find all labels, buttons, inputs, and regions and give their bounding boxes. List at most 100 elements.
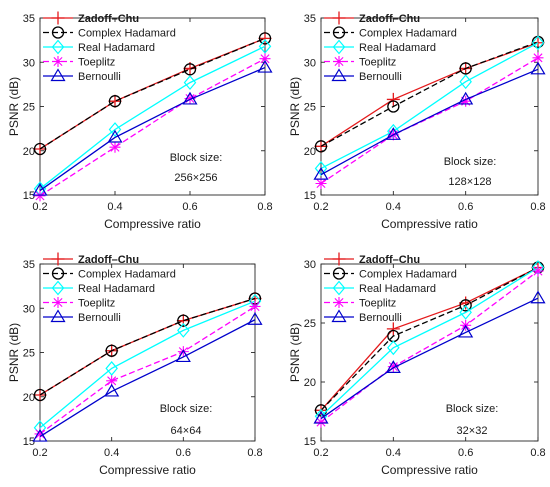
data-point-marker — [177, 346, 189, 358]
legend-marker — [51, 280, 65, 296]
data-point-marker — [105, 344, 118, 357]
data-point-marker — [33, 388, 47, 402]
legend-marker — [332, 26, 346, 39]
x-tick-label: 0.2 — [32, 447, 47, 459]
data-point-marker — [314, 161, 328, 176]
series-line — [320, 68, 539, 176]
series-line — [39, 37, 266, 150]
y-tick-label: 20 — [304, 377, 316, 389]
data-point-marker — [459, 299, 472, 312]
block-size-value: 128×128 — [448, 176, 491, 188]
series-line — [320, 266, 539, 417]
series-5 — [32, 59, 273, 196]
legend-label: Bernoulli — [78, 71, 121, 83]
x-tick-label: 0.6 — [458, 447, 473, 459]
block-size-label: Block size: — [444, 156, 497, 168]
data-point-marker — [386, 92, 400, 106]
legend-marker — [51, 11, 65, 25]
series-line — [320, 297, 539, 420]
series-5 — [313, 290, 546, 424]
legend-label: Toeplitz — [78, 298, 115, 310]
x-axis-title: Compressive ratio — [381, 217, 478, 231]
legend-marker — [51, 252, 65, 266]
y-tick-label: 25 — [304, 318, 316, 330]
legend: Zadoff–Chu Complex Hadamard Real Hadamard T… — [43, 252, 176, 324]
data-point-marker — [315, 177, 327, 189]
x-tick-label: 0.2 — [313, 201, 328, 213]
data-point-marker — [109, 141, 121, 153]
x-tick-label: 0.6 — [182, 201, 197, 213]
data-point-marker — [313, 166, 329, 180]
data-point-marker — [34, 190, 46, 202]
x-tick-label: 0.8 — [247, 447, 262, 459]
y-axis-title: PSNR (dB) — [288, 323, 302, 382]
legend-marker — [52, 56, 64, 67]
data-point-marker — [108, 95, 122, 108]
x-axis-title: Compressive ratio — [99, 463, 196, 477]
y-axis-title: PSNR (dB) — [7, 77, 21, 136]
data-point-marker — [258, 31, 272, 45]
y-tick-label: 30 — [304, 259, 316, 271]
data-point-marker — [459, 74, 472, 90]
legend-marker — [333, 297, 345, 308]
plot-area-frame — [320, 263, 539, 442]
data-point-marker — [459, 304, 472, 320]
data-point-marker — [177, 322, 190, 338]
x-tick-label: 0.4 — [386, 201, 401, 213]
data-point-marker — [105, 361, 118, 376]
legend-label: Bernoulli — [359, 71, 402, 83]
y-axis-title: PSNR (dB) — [288, 77, 302, 136]
data-point-marker — [184, 93, 196, 105]
legend: Zadoff–Chu Complex Hadamard Real Hadamard T… — [324, 252, 457, 324]
legend-marker — [331, 309, 347, 323]
data-point-marker — [182, 91, 198, 105]
series-4 — [34, 53, 271, 202]
data-point-marker — [458, 91, 474, 105]
x-tick-label: 0.8 — [530, 201, 545, 213]
series-line — [320, 42, 539, 170]
legend-marker — [52, 297, 64, 308]
series-line — [39, 319, 256, 438]
y-tick-label: 30 — [23, 57, 35, 69]
series-4 — [34, 300, 261, 440]
block-size-label: Block size: — [170, 152, 223, 164]
block-size-label: Block size: — [160, 403, 213, 415]
x-tick-label: 0.8 — [257, 201, 272, 213]
legend-marker — [333, 56, 345, 67]
chart-panel-1: 0.2 0.4 0.6 0.8 15 20 25 30 35 Compressive ratio P… — [7, 11, 273, 231]
x-tick-label: 0.2 — [313, 447, 328, 459]
legend-marker — [51, 26, 65, 39]
y-tick-label: 35 — [23, 13, 35, 25]
legend-label: Bernoulli — [359, 312, 402, 324]
series-line — [39, 45, 266, 190]
chart-panel-3: 0.2 0.4 0.6 0.8 15 20 25 30 35 Compressive ratio P… — [7, 252, 263, 477]
y-tick-label: 30 — [304, 57, 316, 69]
y-tick-label: 25 — [23, 102, 35, 114]
block-size-value: 64×64 — [171, 425, 202, 437]
legend-label: Complex Hadamard — [359, 28, 457, 40]
series-line — [39, 66, 266, 192]
y-tick-label: 15 — [23, 436, 35, 448]
data-point-marker — [387, 340, 400, 356]
series-line — [320, 270, 539, 423]
legend-label: Bernoulli — [78, 312, 121, 324]
data-point-marker — [32, 428, 48, 442]
y-axis-title: PSNR (dB) — [7, 323, 21, 382]
data-point-marker — [532, 265, 544, 277]
data-point-marker — [108, 122, 122, 137]
y-tick-label: 20 — [23, 146, 35, 158]
data-point-marker — [177, 314, 190, 327]
chart-panel-4: 0.2 0.4 0.6 0.8 15 20 25 30 Compressive ratio PSN… — [288, 252, 546, 477]
data-point-marker — [385, 127, 401, 140]
data-point-marker — [259, 53, 271, 65]
x-tick-label: 0.4 — [107, 201, 122, 213]
legend-label: Real Hadamard — [359, 42, 436, 54]
legend-label: Toeplitz — [359, 57, 396, 69]
legend-marker — [332, 252, 346, 266]
data-point-marker — [459, 62, 472, 75]
x-tick-label: 0.4 — [104, 447, 119, 459]
data-point-marker — [532, 52, 544, 64]
legend-label: Zadoff–Chu — [78, 13, 139, 25]
series-line — [320, 57, 539, 185]
